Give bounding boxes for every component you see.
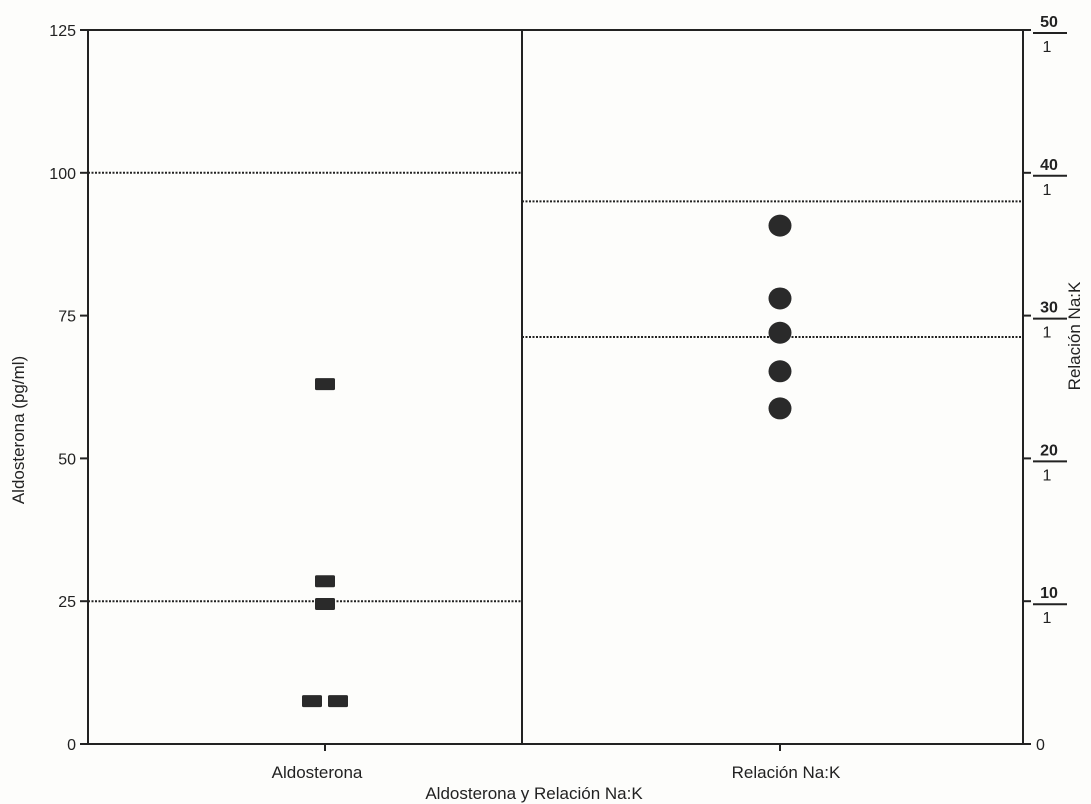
right-tick-label-bottom-30: 1 — [1043, 325, 1052, 342]
left-tick-label-25: 25 — [58, 594, 76, 611]
x-tick-label-1: Aldosterona — [272, 763, 363, 782]
ratio-point-3 — [768, 321, 792, 344]
aldosterona-point-5 — [328, 695, 348, 708]
left-axis: 0 25 50 75 100 125 — [49, 23, 88, 754]
right-tick-label-bottom-20: 1 — [1043, 467, 1052, 484]
x-tick-label-2: Relación Na:K — [732, 763, 841, 782]
data-points — [302, 214, 792, 708]
right-tick-label-top-30: 30 — [1040, 300, 1058, 317]
ratio-point-2 — [768, 287, 792, 310]
right-tick-label-bottom-40: 1 — [1043, 182, 1052, 199]
right-axis-title: Relación Na:K — [1065, 281, 1084, 390]
right-tick-label-top-10: 10 — [1040, 585, 1058, 602]
plot-border — [87, 29, 1024, 745]
left-tick-label-125: 125 — [49, 23, 76, 40]
right-tick-label-bottom-10: 1 — [1043, 610, 1052, 627]
right-tick-label-top-40: 40 — [1040, 157, 1058, 174]
ratio-point-4 — [768, 360, 792, 383]
x-axis: Aldosterona Relación Na:K — [272, 744, 841, 782]
right-tick-label-bottom-50: 1 — [1043, 39, 1052, 56]
plot-frame — [87, 29, 1024, 745]
aldosterona-point-1 — [315, 378, 335, 391]
right-axis: 0 10 1 20 1 30 1 40 1 50 1 — [1023, 14, 1067, 754]
left-tick-label-75: 75 — [58, 309, 76, 326]
aldosterona-point-2 — [315, 575, 335, 588]
left-tick-label-100: 100 — [49, 166, 76, 183]
ratio-point-5 — [768, 397, 792, 420]
aldosterona-point-4 — [302, 695, 322, 708]
right-tick-label-0: 0 — [1036, 737, 1045, 754]
left-axis-title: Aldosterona (pg/ml) — [9, 356, 28, 504]
reference-lines — [88, 171, 1023, 603]
aldosterona-point-3 — [315, 598, 335, 611]
right-tick-label-top-20: 20 — [1040, 442, 1058, 459]
left-tick-label-50: 50 — [58, 451, 76, 468]
left-tick-label-0: 0 — [67, 737, 76, 754]
right-tick-label-top-50: 50 — [1040, 14, 1058, 31]
x-axis-title: Aldosterona y Relación Na:K — [425, 784, 643, 803]
ratio-point-1 — [768, 214, 792, 237]
